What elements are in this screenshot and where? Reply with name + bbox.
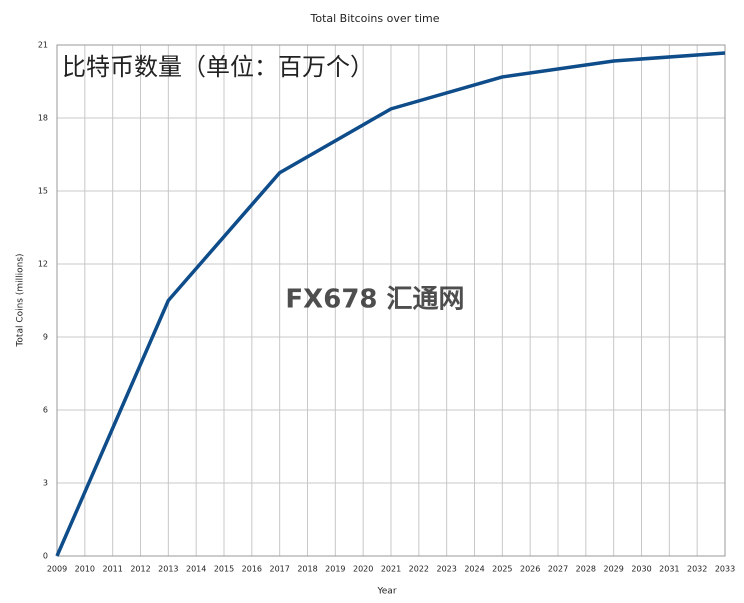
plot-frame xyxy=(56,44,726,557)
watermark: FX678 汇通网 xyxy=(285,285,464,315)
x-tick-label: 2015 xyxy=(214,565,234,574)
x-tick-label: 2023 xyxy=(436,565,456,574)
x-tick-label: 2032 xyxy=(687,565,707,574)
y-axis-label: Total Coins (millions) xyxy=(16,253,26,347)
y-tick-label: 0 xyxy=(43,552,48,561)
x-tick-label: 2024 xyxy=(464,565,484,574)
y-tick-label: 9 xyxy=(43,333,48,342)
data-line xyxy=(55,51,726,557)
x-tick-label: 2020 xyxy=(353,565,373,574)
x-tick-label: 2012 xyxy=(130,565,150,574)
x-tick-label: 2011 xyxy=(102,565,122,574)
y-tick-label: 21 xyxy=(38,41,48,50)
y-tick-label: 6 xyxy=(43,406,48,415)
x-axis-label: Year xyxy=(376,587,396,597)
x-tick-label: 2019 xyxy=(325,565,345,574)
x-tick-label: 2028 xyxy=(576,565,596,574)
x-tick-label: 2009 xyxy=(47,565,67,574)
x-tick-label: 2018 xyxy=(297,565,317,574)
x-tick-label: 2017 xyxy=(269,565,289,574)
x-tick-label: 2021 xyxy=(381,565,401,574)
y-tick-label: 12 xyxy=(38,260,48,269)
annotation: 比特币数量（单位：百万个） xyxy=(62,53,374,81)
y-tick-label: 15 xyxy=(38,187,48,196)
x-tick-label: 2031 xyxy=(659,565,679,574)
x-tick-label: 2033 xyxy=(715,565,735,574)
x-tick-label: 2030 xyxy=(631,565,651,574)
x-tick-label: 2010 xyxy=(75,565,95,574)
x-tick-label: 2025 xyxy=(492,565,512,574)
x-tick-label: 2029 xyxy=(603,565,623,574)
x-tick-label: 2027 xyxy=(548,565,568,574)
x-tick-label: 2014 xyxy=(186,565,206,574)
x-tick-label: 2022 xyxy=(409,565,429,574)
y-tick-label: 18 xyxy=(38,114,48,123)
chart-title: Total Bitcoins over time xyxy=(309,12,439,25)
x-tick-label: 2026 xyxy=(520,565,540,574)
y-tick-label: 3 xyxy=(43,479,48,488)
x-tick-label: 2013 xyxy=(158,565,178,574)
x-tick-label: 2016 xyxy=(242,565,262,574)
